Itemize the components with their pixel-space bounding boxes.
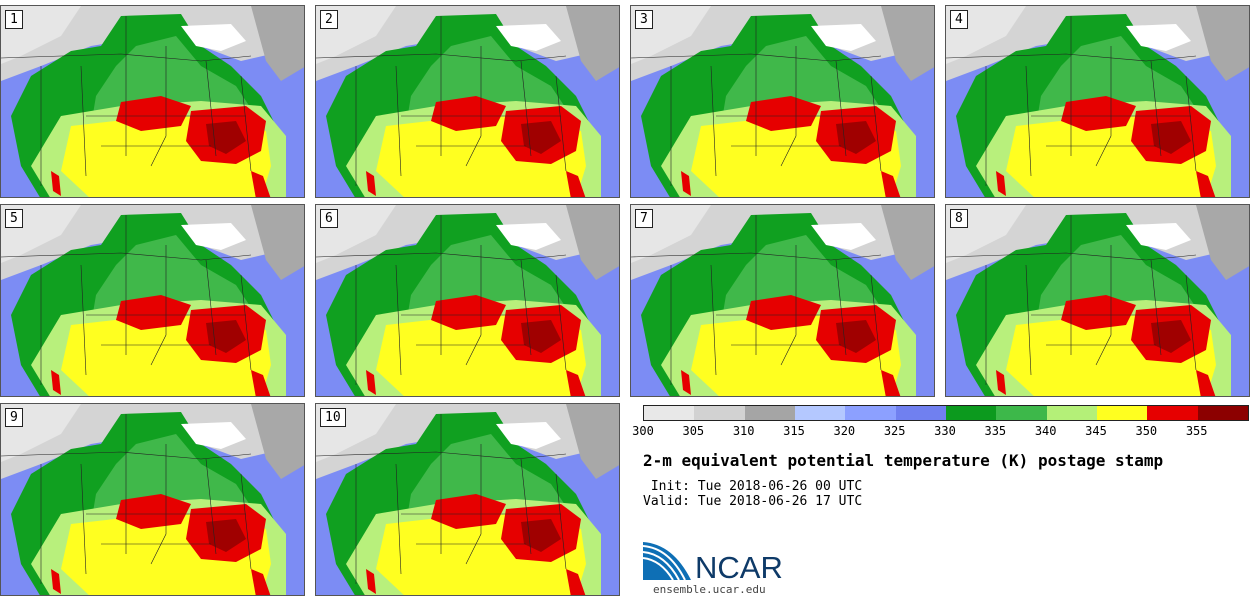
colorbar-tick-label: 320 — [833, 424, 856, 438]
panel-number: 6 — [320, 209, 338, 228]
ncar-logo: NCAR — [642, 540, 793, 586]
map-panel-6: 6 — [315, 204, 620, 397]
colorbar-swatch — [1046, 406, 1097, 420]
panel-number: 5 — [5, 209, 23, 228]
map-8 — [946, 205, 1249, 396]
map-panel-10: 10 — [315, 403, 620, 596]
map-5 — [1, 205, 304, 396]
map-4 — [946, 6, 1249, 197]
map-1 — [1, 6, 304, 197]
map-panel-1: 1 — [0, 5, 305, 198]
colorbar-tick-label: 305 — [682, 424, 705, 438]
plot-title: 2-m equivalent potential temperature (K)… — [643, 451, 1164, 470]
colorbar-tick-label: 345 — [1085, 424, 1107, 438]
panel-number: 7 — [635, 209, 653, 228]
colorbar-tick-label: 315 — [783, 424, 805, 438]
colorbar-tick-label: 330 — [934, 424, 956, 438]
colorbar-tick-label: 335 — [984, 424, 1007, 438]
ncar-logo-graphic: NCAR — [642, 542, 783, 585]
colorbar — [643, 405, 1249, 421]
panel-number: 1 — [5, 10, 23, 29]
valid-time: Valid: Tue 2018-06-26 17 UTC — [643, 494, 863, 509]
colorbar-swatch — [945, 406, 997, 420]
map-panel-8: 8 — [945, 204, 1250, 397]
colorbar-swatch — [794, 406, 846, 420]
map-7 — [631, 205, 934, 396]
map-panel-2: 2 — [315, 5, 620, 198]
colorbar-tick-label: 300 — [632, 424, 654, 438]
map-panel-9: 9 — [0, 403, 305, 596]
colorbar-swatch — [845, 406, 896, 420]
map-6 — [316, 205, 619, 396]
site-url: ensemble.ucar.edu — [653, 583, 766, 596]
map-panel-5: 5 — [0, 204, 305, 397]
panel-number: 3 — [635, 10, 653, 29]
colorbar-tick-label: 310 — [732, 424, 755, 438]
colorbar-swatch — [644, 406, 695, 420]
colorbar-tick-label: 325 — [883, 424, 906, 438]
colorbar-swatch — [996, 406, 1047, 420]
map-panel-3: 3 — [630, 5, 935, 198]
colorbar-swatch — [895, 406, 946, 420]
colorbar-swatch — [744, 406, 795, 420]
panel-number: 8 — [950, 209, 968, 228]
colorbar-tick-label: 340 — [1034, 424, 1057, 438]
colorbar-swatch — [694, 406, 745, 420]
panel-number: 10 — [320, 408, 346, 427]
panel-number: 2 — [320, 10, 338, 29]
map-3 — [631, 6, 934, 197]
colorbar-tick-label: 350 — [1135, 424, 1158, 438]
map-2 — [316, 6, 619, 197]
panel-number: 9 — [5, 408, 23, 427]
panel-number: 4 — [950, 10, 968, 29]
map-9 — [1, 404, 304, 595]
map-panel-7: 7 — [630, 204, 935, 397]
init-time: Init: Tue 2018-06-26 00 UTC — [643, 479, 863, 494]
logo-text: NCAR — [695, 550, 783, 582]
colorbar-swatch — [1197, 406, 1248, 420]
colorbar-tick-label: 355 — [1185, 424, 1208, 438]
map-panel-4: 4 — [945, 5, 1250, 198]
colorbar-swatch — [1147, 406, 1198, 420]
colorbar-swatch — [1096, 406, 1148, 420]
map-10 — [316, 404, 619, 595]
